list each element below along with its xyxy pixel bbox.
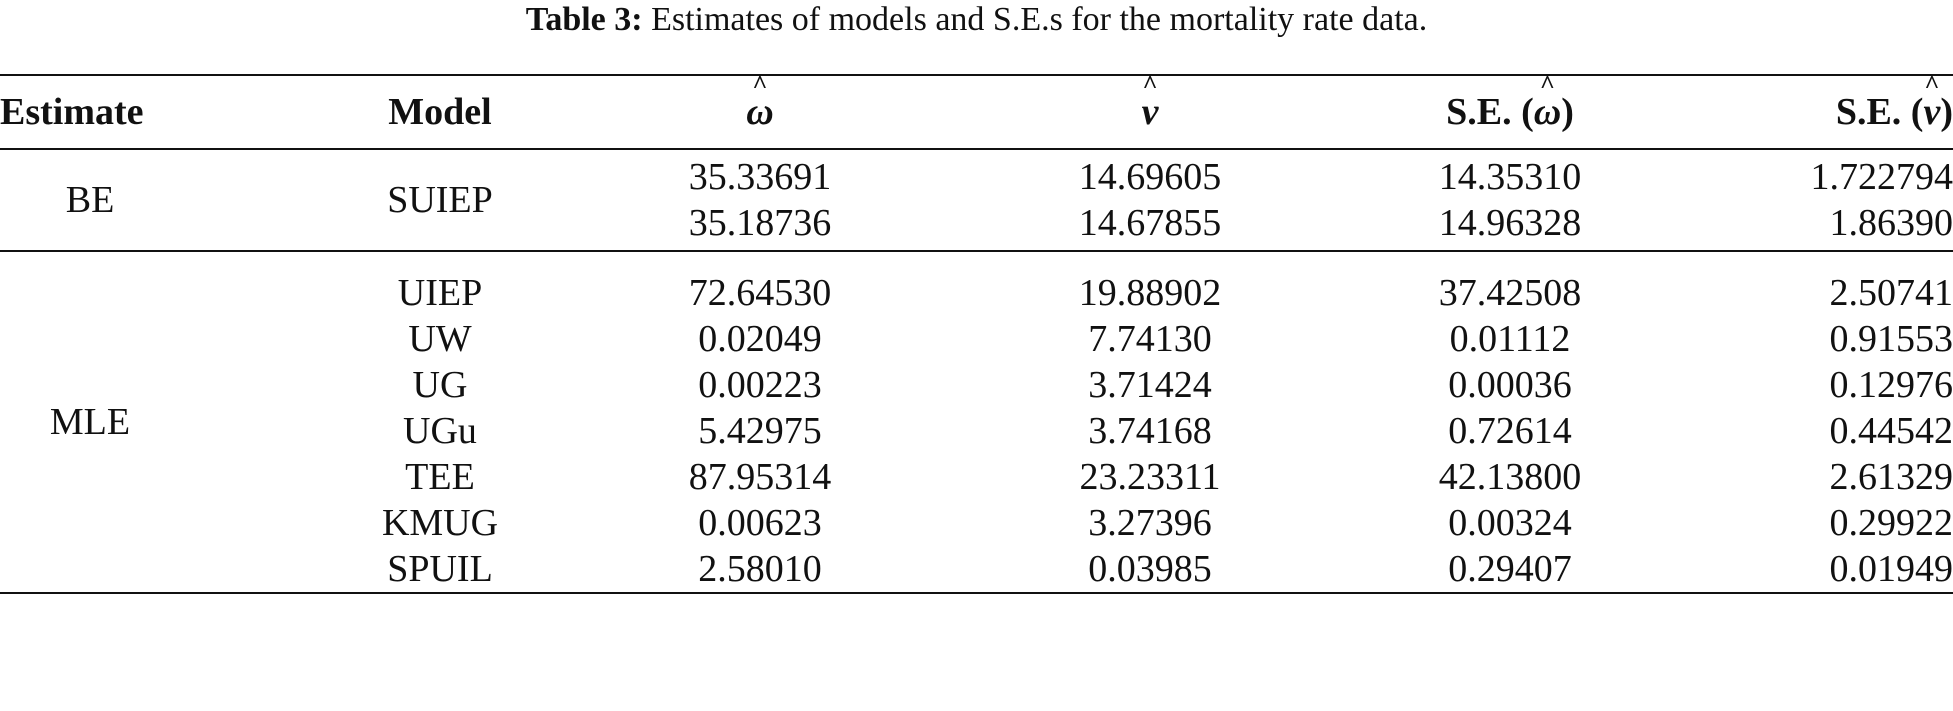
se-nu-value: 0.01949	[1829, 548, 1953, 590]
header-nu-hat: ν	[1010, 76, 1290, 148]
omega-hat-symbol: ω	[1534, 90, 1561, 134]
model-name: TEE	[405, 456, 475, 498]
omega-value: 0.00223	[698, 364, 822, 406]
nu-value: 3.71424	[1088, 364, 1212, 406]
nu-value: 0.03985	[1088, 548, 1212, 590]
estimates-table: Estimate Model ω ν S.E. (ω) S.E. (ν) BE …	[0, 74, 1953, 594]
se-omega-value: 14.96328	[1438, 202, 1582, 244]
header-model: Model	[388, 91, 492, 133]
table-caption: Table 3: Estimates of models and S.E.s f…	[0, 0, 1953, 44]
header-se-nu: S.E. (ν)	[1653, 76, 1953, 148]
table-row: KMUG 0.00623 3.27396 0.00324 0.29922	[0, 500, 1953, 546]
model-name: UW	[408, 318, 472, 360]
model-name: UG	[412, 364, 468, 406]
caption-label: Table 3:	[525, 1, 643, 38]
header-se-omega: S.E. (ω)	[1340, 76, 1680, 148]
se-nu-value: 1.86390	[1829, 202, 1953, 244]
model-name: UIEP	[397, 272, 483, 314]
omega-value: 0.02049	[698, 318, 822, 360]
group-estimate-label: MLE	[49, 401, 131, 443]
nu-value: 19.88902	[1078, 272, 1222, 314]
table-row: UGu 5.42975 3.74168 0.72614 0.44542	[0, 408, 1953, 454]
table-row: 35.18736 14.67855 14.96328 1.86390	[0, 200, 1953, 246]
nu-hat-symbol: ν	[1142, 90, 1159, 134]
se-omega-value: 0.72614	[1448, 410, 1572, 452]
nu-value: 23.23311	[1079, 456, 1221, 498]
omega-value: 87.95314	[688, 456, 832, 498]
se-suffix: )	[1561, 91, 1574, 133]
table-row: UIEP 72.64530 19.88902 37.42508 2.50741	[0, 270, 1953, 316]
group-be: BE SUIEP 35.33691 14.69605 14.35310 1.72…	[0, 150, 1953, 250]
se-omega-value: 0.00324	[1448, 502, 1572, 544]
se-nu-value: 0.44542	[1829, 410, 1953, 452]
nu-hat-symbol: ν	[1923, 90, 1940, 134]
nu-value: 3.27396	[1088, 502, 1212, 544]
se-omega-value: 14.35310	[1438, 156, 1582, 198]
se-omega-value: 37.42508	[1438, 272, 1582, 314]
table-row: UW 0.02049 7.74130 0.01112 0.91553	[0, 316, 1953, 362]
se-omega-value: 0.01112	[1449, 318, 1571, 360]
se-nu-value: 0.91553	[1829, 318, 1953, 360]
nu-value: 7.74130	[1088, 318, 1212, 360]
se-prefix: S.E. (	[1446, 91, 1534, 133]
se-prefix: S.E. (	[1835, 91, 1924, 133]
se-nu-value: 1.722794	[1810, 156, 1953, 198]
group-mle: MLE UIEP 72.64530 19.88902 37.42508 2.50…	[0, 250, 1953, 592]
table-row: TEE 87.95314 23.23311 42.13800 2.61329	[0, 454, 1953, 500]
header-estimate: Estimate	[0, 91, 144, 133]
nu-value: 14.69605	[1078, 156, 1222, 198]
omega-value: 0.00623	[698, 502, 822, 544]
model-name: KMUG	[381, 502, 499, 544]
omega-value: 5.42975	[698, 410, 822, 452]
omega-hat-symbol: ω	[746, 90, 773, 134]
se-nu-value: 0.29922	[1829, 502, 1953, 544]
table-row: SPUIL 2.58010 0.03985 0.29407 0.01949	[0, 546, 1953, 592]
se-omega-value: 0.00036	[1448, 364, 1572, 406]
table-row: 35.33691 14.69605 14.35310 1.722794	[0, 154, 1953, 200]
caption-text: Estimates of models and S.E.s for the mo…	[651, 1, 1428, 38]
model-name: SPUIL	[387, 548, 493, 590]
table-row: UG 0.00223 3.71424 0.00036 0.12976	[0, 362, 1953, 408]
group-estimate-label: BE	[65, 179, 115, 221]
se-nu-value: 0.12976	[1829, 364, 1953, 406]
omega-value: 35.33691	[688, 156, 832, 198]
nu-value: 14.67855	[1078, 202, 1222, 244]
omega-value: 35.18736	[688, 202, 832, 244]
se-nu-value: 2.50741	[1829, 272, 1953, 314]
model-name: UGu	[403, 410, 477, 452]
se-omega-value: 42.13800	[1438, 456, 1582, 498]
omega-value: 72.64530	[688, 272, 832, 314]
se-suffix: )	[1940, 91, 1953, 133]
header-omega-hat: ω	[620, 76, 900, 148]
se-omega-value: 0.29407	[1448, 548, 1572, 590]
omega-value: 2.58010	[698, 548, 822, 590]
table-header-row: Estimate Model ω ν S.E. (ω) S.E. (ν)	[0, 76, 1953, 150]
group-model-label: SUIEP	[387, 179, 493, 221]
nu-value: 3.74168	[1088, 410, 1212, 452]
se-nu-value: 2.61329	[1829, 456, 1953, 498]
